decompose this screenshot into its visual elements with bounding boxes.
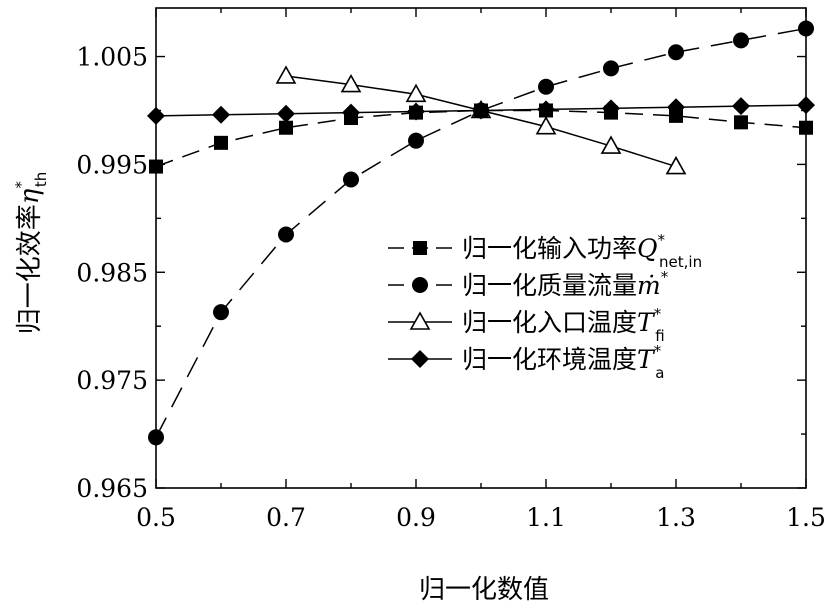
data-point bbox=[342, 103, 360, 122]
y-tick-label: 0.985 bbox=[76, 258, 148, 287]
data-point bbox=[668, 44, 684, 61]
data-point bbox=[799, 120, 813, 135]
legend-marker bbox=[411, 350, 429, 368]
x-tick-label: 1.3 bbox=[656, 503, 696, 532]
data-point bbox=[407, 102, 425, 121]
x-tick-label: 1.5 bbox=[786, 503, 826, 532]
data-point bbox=[734, 115, 748, 130]
legend-marker bbox=[413, 241, 427, 255]
series-line bbox=[155, 109, 807, 168]
y-axis-title-sub: th bbox=[32, 172, 50, 187]
legend-name: 归一化质量流量 bbox=[462, 271, 637, 300]
series-line bbox=[155, 27, 807, 438]
data-point bbox=[732, 97, 750, 116]
legend-name: 归一化输入功率 bbox=[462, 234, 637, 263]
x-tick-label: 0.7 bbox=[266, 503, 306, 532]
data-point bbox=[149, 159, 163, 174]
data-point bbox=[148, 429, 164, 446]
legend-item-2: 归一化质量流量ṁ* bbox=[388, 268, 669, 300]
legend-sup: * bbox=[661, 268, 669, 286]
data-point bbox=[665, 155, 687, 175]
legend-item-1: 归一化输入功率Q* net,in bbox=[388, 231, 702, 271]
data-point bbox=[602, 99, 620, 118]
data-point bbox=[405, 83, 427, 103]
legend-symbol: T bbox=[637, 345, 656, 374]
data-point bbox=[214, 135, 228, 150]
legend-label: 归一化环境温度T* a bbox=[462, 342, 664, 382]
legend-symbol: ṁ bbox=[637, 271, 661, 300]
legend-sub: a bbox=[655, 364, 664, 382]
y-tick-label: 0.995 bbox=[76, 150, 148, 179]
data-point bbox=[340, 73, 362, 93]
data-point bbox=[277, 104, 295, 123]
legend-label: 归一化输入功率Q* net,in bbox=[462, 231, 702, 271]
legend-sub: fi bbox=[655, 327, 664, 345]
data-point bbox=[279, 120, 293, 135]
data-point bbox=[537, 100, 555, 119]
data-point bbox=[343, 171, 359, 188]
data-point bbox=[600, 135, 622, 154]
legend-sup: * bbox=[654, 342, 662, 360]
data-point bbox=[733, 32, 749, 49]
series-3 bbox=[275, 65, 687, 175]
data-point bbox=[408, 132, 424, 149]
legend-marker bbox=[412, 277, 428, 293]
data-point bbox=[212, 105, 230, 124]
data-point bbox=[667, 98, 685, 117]
axis-ticks: 0.5 0.7 0.9 1.1 1.3 1.5 0.965 0.975 0.985 0.995 1.… bbox=[76, 8, 826, 532]
y-axis-title: 归一化效率η* th bbox=[12, 172, 50, 334]
x-tick-label: 0.9 bbox=[396, 503, 436, 532]
y-axis-title-text: 归一化效率 bbox=[15, 204, 45, 334]
data-point bbox=[797, 96, 815, 115]
legend-marker bbox=[409, 311, 431, 330]
legend-label: 归一化入口温度T* fi bbox=[462, 305, 665, 345]
legend-symbol: Q bbox=[637, 234, 658, 263]
legend-symbol: T bbox=[637, 308, 656, 337]
x-tick-label: 0.5 bbox=[136, 503, 176, 532]
y-tick-label: 0.975 bbox=[76, 366, 148, 395]
series-2 bbox=[148, 20, 814, 446]
legend-label: 归一化质量流量ṁ* bbox=[462, 268, 669, 300]
legend-sup: * bbox=[654, 305, 662, 323]
data-point bbox=[798, 20, 814, 37]
legend-name: 归一化环境温度 bbox=[462, 345, 637, 374]
legend-sub: net,in bbox=[659, 253, 702, 271]
legend-sup: * bbox=[658, 231, 666, 249]
data-point bbox=[213, 304, 229, 321]
series-layer bbox=[147, 20, 815, 446]
legend-name: 归一化入口温度 bbox=[462, 308, 637, 337]
x-tick-label: 1.1 bbox=[526, 503, 566, 532]
y-tick-label: 1.005 bbox=[76, 43, 148, 72]
data-point bbox=[147, 106, 165, 125]
legend-item-3: 归一化入口温度T* fi bbox=[388, 305, 665, 345]
data-point bbox=[278, 226, 294, 243]
legend-item-4: 归一化环境温度T* a bbox=[388, 342, 664, 382]
y-tick-label: 0.965 bbox=[76, 474, 148, 503]
data-point bbox=[603, 60, 619, 77]
data-point bbox=[535, 116, 557, 135]
y-axis-title-sup: * bbox=[12, 181, 30, 189]
data-point bbox=[473, 102, 489, 119]
y-axis-title-symbol: η bbox=[15, 188, 45, 204]
x-axis-title: 归一化数值 bbox=[419, 575, 549, 605]
data-point bbox=[538, 78, 554, 95]
data-point bbox=[275, 65, 297, 84]
